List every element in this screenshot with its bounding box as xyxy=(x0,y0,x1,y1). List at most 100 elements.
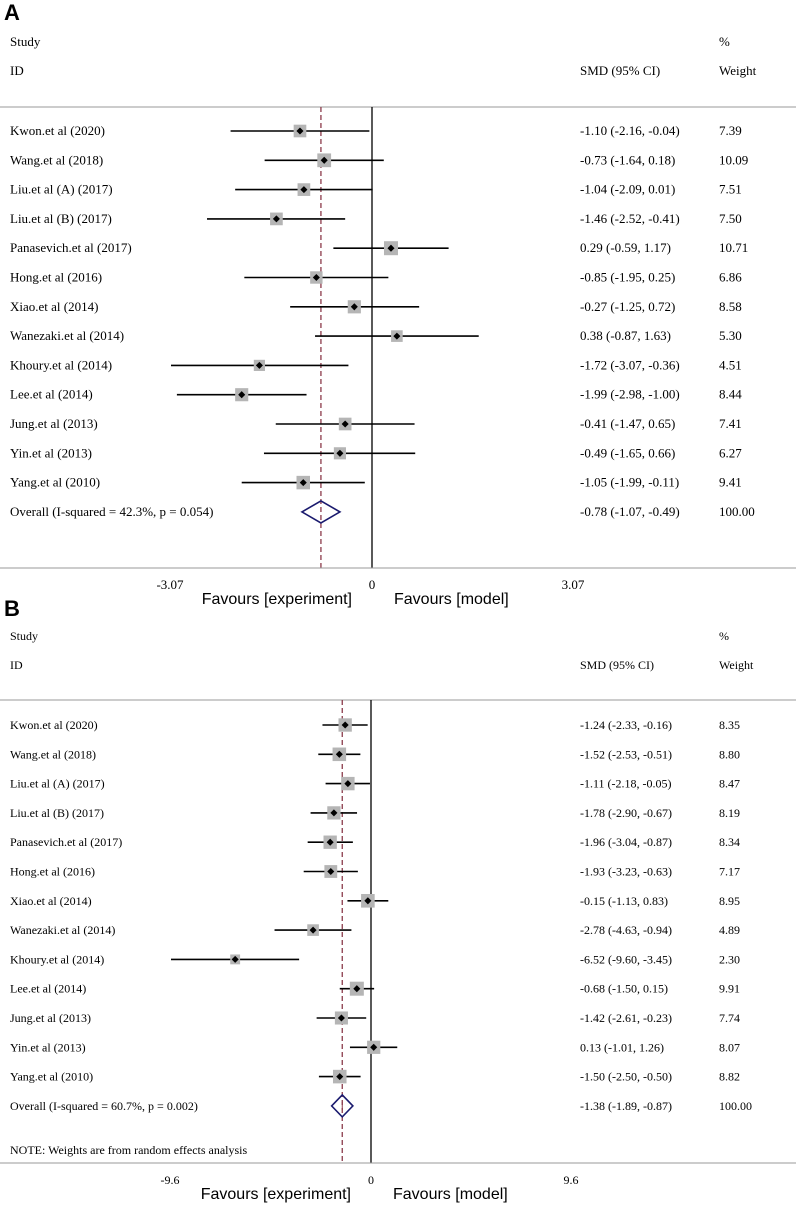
study-weight-text: 8.35 xyxy=(719,718,740,732)
tick-label-zero: 0 xyxy=(368,1173,374,1187)
study-weight-text: 7.39 xyxy=(719,123,742,138)
study-ci-text: -1.24 (-2.33, -0.16) xyxy=(580,718,672,732)
study-label: Xiao.et al (2014) xyxy=(10,894,92,908)
header-weight: Weight xyxy=(719,658,754,672)
study-point-estimate xyxy=(309,926,317,934)
study-ci-text: -0.68 (-1.50, 0.15) xyxy=(580,982,668,996)
study-label: Jung.et al (2013) xyxy=(10,416,98,431)
study-weight-text: 9.41 xyxy=(719,475,742,490)
study-point-estimate xyxy=(231,955,239,963)
study-point-estimate xyxy=(296,127,304,135)
study-point-estimate xyxy=(364,897,372,905)
header-id: ID xyxy=(10,63,24,78)
favours-model-label: Favours [model] xyxy=(394,591,509,608)
study-label: Wanezaki.et al (2014) xyxy=(10,328,124,343)
study-weight-text: 6.86 xyxy=(719,270,742,285)
overall-label: Overall (I-squared = 42.3%, p = 0.054) xyxy=(10,504,213,519)
study-weight-text: 8.44 xyxy=(719,387,742,402)
study-weight-text: 2.30 xyxy=(719,952,740,966)
study-ci-text: 0.38 (-0.87, 1.63) xyxy=(580,328,671,343)
study-point-estimate xyxy=(327,867,335,876)
study-weight-text: 8.82 xyxy=(719,1070,740,1084)
study-label: Kwon.et al (2020) xyxy=(10,718,98,732)
study-weight-text: 7.74 xyxy=(719,1011,740,1025)
header-weight: Weight xyxy=(719,63,757,78)
study-label: Panasevich.et al (2017) xyxy=(10,240,132,255)
study-point-estimate xyxy=(326,838,334,846)
overall-weight-text: 100.00 xyxy=(719,504,755,519)
study-weight-text: 4.89 xyxy=(719,923,740,937)
study-ci-text: -1.52 (-2.53, -0.51) xyxy=(580,747,672,761)
tick-label-left: -9.6 xyxy=(161,1173,180,1187)
overall-weight-text: 100.00 xyxy=(719,1099,752,1113)
study-point-estimate xyxy=(330,809,338,817)
study-weight-text: 8.07 xyxy=(719,1040,740,1054)
study-weight-text: 7.51 xyxy=(719,182,742,197)
study-label: Yang.et al (2010) xyxy=(10,1070,93,1084)
study-point-estimate xyxy=(393,332,401,340)
study-point-estimate xyxy=(238,391,246,399)
study-ci-text: -1.42 (-2.61, -0.23) xyxy=(580,1011,672,1025)
study-ci-text: -0.15 (-1.13, 0.83) xyxy=(580,894,668,908)
favours-model-label: Favours [model] xyxy=(393,1186,508,1203)
study-ci-text: -1.96 (-3.04, -0.87) xyxy=(580,835,672,849)
study-point-estimate xyxy=(300,186,308,194)
study-weight-text: 9.91 xyxy=(719,982,740,996)
weights-note: NOTE: Weights are from random effects an… xyxy=(10,1143,248,1157)
study-label: Liu.et al (A) (2017) xyxy=(10,182,113,197)
study-ci-text: 0.29 (-0.59, 1.17) xyxy=(580,240,671,255)
header-percent: % xyxy=(719,629,729,643)
study-point-estimate xyxy=(350,303,358,311)
study-ci-text: -1.72 (-3.07, -0.36) xyxy=(580,357,680,372)
study-point-estimate xyxy=(344,780,352,788)
study-label: Wang.et al (2018) xyxy=(10,747,96,761)
study-ci-text: -1.10 (-2.16, -0.04) xyxy=(580,123,680,138)
study-weight-text: 4.51 xyxy=(719,357,742,372)
study-label: Yin.et al (2013) xyxy=(10,1040,86,1054)
study-point-estimate xyxy=(387,244,395,252)
overall-ci-text: -1.38 (-1.89, -0.87) xyxy=(580,1099,672,1113)
study-point-estimate xyxy=(320,156,328,164)
study-label: Hong.et al (2016) xyxy=(10,865,95,879)
study-ci-text: -0.85 (-1.95, 0.25) xyxy=(580,270,675,285)
study-weight-text: 8.34 xyxy=(719,835,740,849)
study-weight-text: 7.50 xyxy=(719,211,742,226)
study-ci-text: -0.41 (-1.47, 0.65) xyxy=(580,416,675,431)
study-label: Lee.et al (2014) xyxy=(10,387,93,402)
header-smd: SMD (95% CI) xyxy=(580,63,660,78)
study-weight-text: 7.17 xyxy=(719,865,740,879)
study-ci-text: -0.73 (-1.64, 0.18) xyxy=(580,152,675,167)
study-label: Kwon.et al (2020) xyxy=(10,123,105,138)
study-weight-text: 8.80 xyxy=(719,747,740,761)
study-ci-text: -1.99 (-2.98, -1.00) xyxy=(580,387,680,402)
study-label: Hong.et al (2016) xyxy=(10,270,102,285)
study-label: Lee.et al (2014) xyxy=(10,982,86,996)
study-label: Liu.et al (A) (2017) xyxy=(10,777,105,791)
panel-letter: B xyxy=(4,596,20,621)
study-ci-text: 0.13 (-1.01, 1.26) xyxy=(580,1040,664,1054)
study-weight-text: 10.09 xyxy=(719,152,748,167)
study-label: Khoury.et al (2014) xyxy=(10,357,112,372)
study-ci-text: -1.04 (-2.09, 0.01) xyxy=(580,182,675,197)
study-weight-text: 5.30 xyxy=(719,328,742,343)
study-weight-text: 8.47 xyxy=(719,777,740,791)
study-label: Yin.et al (2013) xyxy=(10,445,92,460)
study-weight-text: 8.95 xyxy=(719,894,740,908)
study-label: Yang.et al (2010) xyxy=(10,475,100,490)
study-label: Khoury.et al (2014) xyxy=(10,952,104,966)
header-study: Study xyxy=(10,629,38,643)
header-id: ID xyxy=(10,658,23,672)
study-point-estimate xyxy=(341,721,349,729)
study-point-estimate xyxy=(299,479,307,487)
study-weight-text: 7.41 xyxy=(719,416,742,431)
study-label: Wanezaki.et al (2014) xyxy=(10,923,115,937)
study-ci-text: -0.49 (-1.65, 0.66) xyxy=(580,445,675,460)
overall-diamond xyxy=(300,499,342,524)
tick-label-right: 9.6 xyxy=(564,1173,579,1187)
study-point-estimate xyxy=(336,449,344,457)
study-ci-text: -1.93 (-3.23, -0.63) xyxy=(580,865,672,879)
favours-experiment-label: Favours [experiment] xyxy=(202,591,352,608)
study-weight-text: 6.27 xyxy=(719,445,742,460)
study-point-estimate xyxy=(272,215,280,223)
